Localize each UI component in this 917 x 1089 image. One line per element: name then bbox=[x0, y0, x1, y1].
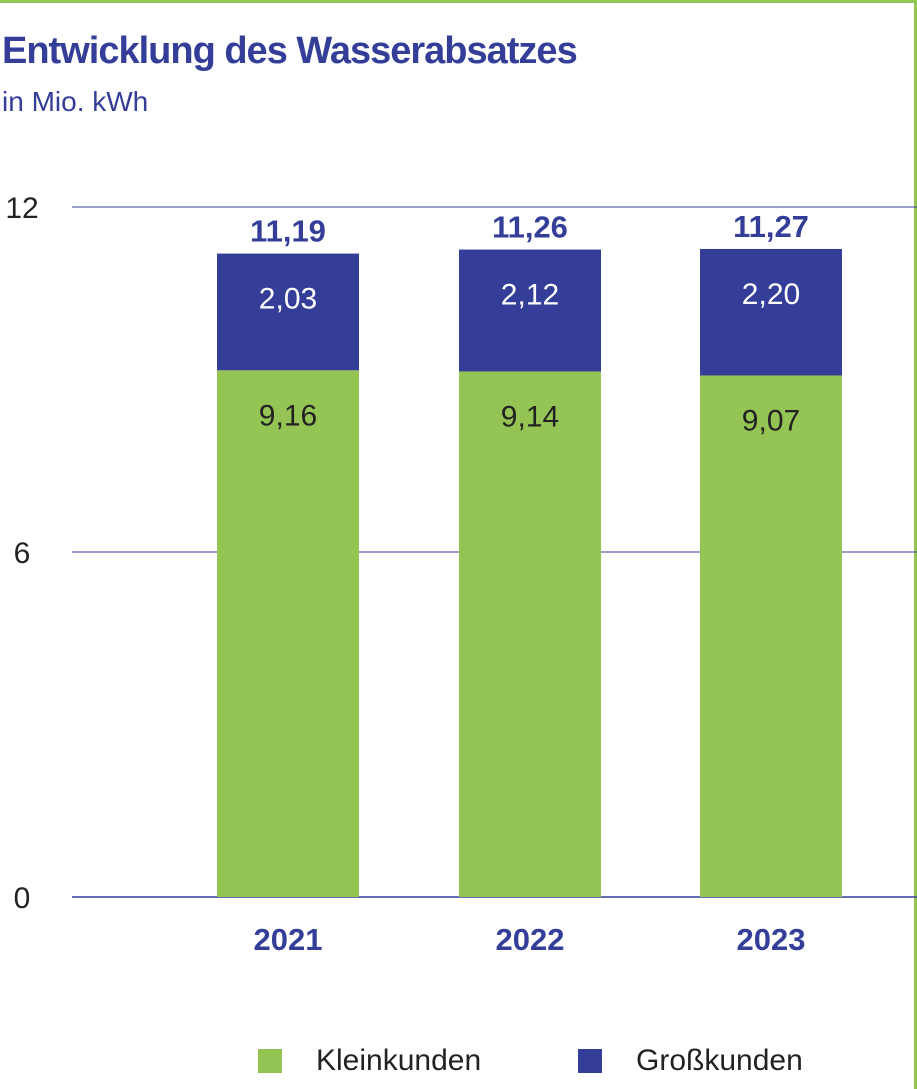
bar-kleinkunden-2023 bbox=[700, 375, 842, 898]
chart-plot: 0 6 12 9,16 2,03 11,19 2021 9,14 2,12 11,26 2022 9,… bbox=[5, 192, 917, 957]
bar-grosskunden-2021 bbox=[217, 253, 359, 371]
bar-kleinkunden-2022 bbox=[459, 371, 601, 897]
chart-subtitle: in Mio. kWh bbox=[2, 86, 149, 117]
legend-label-kleinkunden: Kleinkunden bbox=[316, 1044, 482, 1077]
x-tick-label-2021: 2021 bbox=[254, 922, 323, 957]
data-label-grosskunden-2021: 2,03 bbox=[259, 283, 317, 316]
x-tick-label-2022: 2022 bbox=[496, 922, 565, 957]
legend-swatch-grosskunden bbox=[578, 1049, 602, 1073]
legend-swatch-kleinkunden bbox=[258, 1049, 282, 1073]
total-label-2022: 11,26 bbox=[492, 210, 568, 245]
data-label-kleinkunden-2023: 9,07 bbox=[742, 404, 800, 437]
legend-item-grosskunden: Großkunden bbox=[578, 1044, 803, 1078]
total-label-2021: 11,19 bbox=[250, 214, 326, 249]
total-label-2023: 11,27 bbox=[733, 209, 809, 244]
data-label-grosskunden-2023: 2,20 bbox=[742, 278, 800, 311]
x-tick-label-2023: 2023 bbox=[737, 922, 806, 957]
frame-top-border bbox=[0, 0, 917, 3]
legend: Kleinkunden Großkunden bbox=[0, 1044, 917, 1084]
y-tick-label-6: 6 bbox=[14, 537, 31, 570]
data-label-grosskunden-2022: 2,12 bbox=[501, 279, 559, 312]
data-label-kleinkunden-2022: 9,14 bbox=[501, 400, 559, 433]
frame-right-border bbox=[914, 0, 917, 1089]
legend-item-kleinkunden: Kleinkunden bbox=[258, 1044, 481, 1078]
labels-layer: 0 6 12 9,16 2,03 11,19 2021 9,14 2,12 11,26 2022 9,… bbox=[5, 192, 809, 957]
bars-layer bbox=[217, 248, 842, 898]
y-tick-label-12: 12 bbox=[5, 192, 38, 225]
bar-grosskunden-2022 bbox=[459, 249, 601, 372]
data-label-kleinkunden-2021: 9,16 bbox=[259, 399, 317, 432]
y-tick-label-0: 0 bbox=[14, 882, 31, 915]
bar-kleinkunden-2021 bbox=[217, 370, 359, 897]
legend-label-grosskunden: Großkunden bbox=[636, 1044, 803, 1077]
bar-grosskunden-2023 bbox=[700, 248, 842, 376]
chart-title: Entwicklung des Wasserabsatzes bbox=[2, 30, 578, 72]
